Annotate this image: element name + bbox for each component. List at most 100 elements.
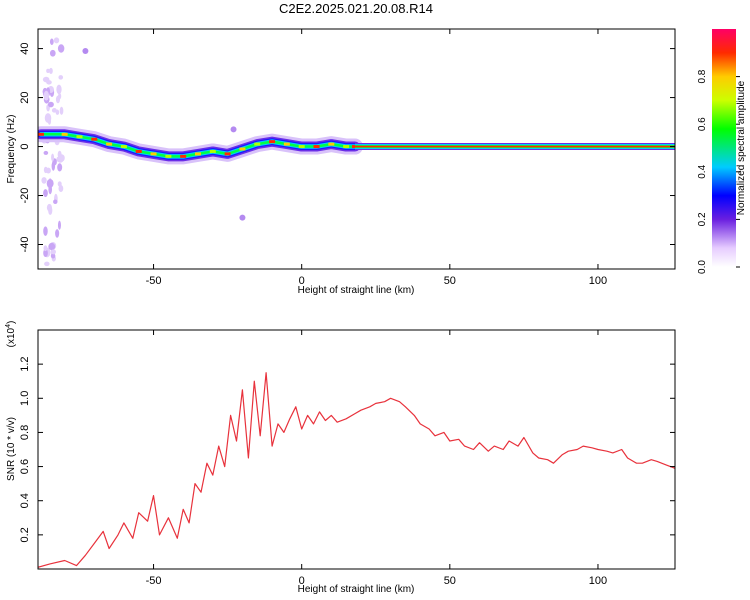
spectrogram-hotspot (180, 154, 187, 158)
chart-title: C2E2.2025.021.20.08.R14 (279, 1, 433, 16)
spectrogram-noise (47, 101, 54, 108)
spectrogram-hotspot (209, 149, 216, 153)
spectrogram-x-label: Height of straight line (km) (298, 285, 415, 296)
spectrogram-hotspot (239, 147, 246, 151)
colorbar: 0.0 0.2 0.4 0.6 0.8 Normalized spectral ampl… (697, 29, 747, 274)
snr-y-tick-label: 1.0 (19, 391, 31, 406)
spectrogram-noise (49, 49, 56, 57)
spectrogram-noise (42, 76, 50, 83)
snr-x-tick-label: 50 (444, 575, 456, 587)
snr-series-line (38, 372, 675, 568)
snr-panel: -50 0 50 100 0.2 0.4 0.6 0.8 1.0 1.2 Height of st… (5, 321, 676, 595)
spectrogram-hotspot (254, 142, 261, 146)
spectrogram-noise (59, 106, 64, 115)
spectrogram-noise (55, 95, 61, 104)
spectrogram-y-tick-label: 20 (19, 91, 31, 103)
colorbar-tick-label: 0.4 (697, 164, 708, 178)
spectrogram-y-tick-label: -40 (19, 237, 31, 253)
spectrogram-noise (57, 163, 63, 172)
spectrogram-noise (49, 67, 53, 74)
snr-x-label: Height of straight line (km) (298, 584, 415, 595)
colorbar-gradient (712, 29, 736, 267)
spectrogram-y-tick-label: -20 (19, 188, 31, 204)
spectrogram-hotspot (298, 145, 305, 149)
spectrogram-noise (43, 245, 48, 252)
spectrogram-noise (51, 249, 56, 255)
colorbar-tick-label: 0.0 (697, 260, 708, 274)
spectrogram-noise (47, 117, 52, 125)
spectrogram-noise (57, 156, 64, 163)
spectrogram-noise (57, 220, 61, 230)
spectrogram-noise (57, 181, 62, 187)
spectrogram-hotspot (91, 137, 98, 141)
snr-y-label: SNR (10 * v/v) (6, 417, 17, 481)
spectrogram-hotspot (135, 149, 142, 153)
spectrogram-hotspot (313, 145, 320, 149)
spectrogram-noise (43, 248, 48, 258)
spectrogram-noise (48, 242, 56, 251)
spectrogram-noise (43, 90, 49, 101)
spectrogram-noise (43, 189, 48, 198)
spectrogram-noise (50, 253, 56, 259)
spectrogram-marks (38, 37, 675, 267)
snr-x-tick-label: -50 (146, 575, 162, 587)
spectrogram-noise (55, 229, 60, 238)
spectrogram-y-label: Frequency (Hz) (6, 115, 17, 184)
snr-y-tick-label: 0.8 (19, 425, 31, 440)
snr-y-tick-label: 0.4 (19, 493, 31, 508)
spectrogram-noise (51, 153, 55, 162)
spectrogram-y-tick-label: 0 (19, 143, 31, 149)
spectrogram-noise (56, 84, 62, 95)
spectrogram-axes: -50 0 50 100 -40 -20 0 20 40 (19, 29, 675, 287)
spectrogram-x-tick-label: 0 (299, 275, 305, 287)
spectrogram-hotspot (224, 152, 231, 156)
colorbar-ticks: 0.0 0.2 0.4 0.6 0.8 (697, 69, 740, 274)
spectrogram-hotspot (106, 142, 113, 146)
spectrogram-noise (43, 150, 49, 155)
snr-y-tick-label: 1.2 (19, 356, 31, 371)
spectrogram-hotspot (269, 140, 276, 144)
snr-axes: -50 0 50 100 0.2 0.4 0.6 0.8 1.0 1.2 (19, 330, 675, 587)
spectrogram-blob (82, 48, 89, 55)
colorbar-label: Normalized spectral amplitude (736, 80, 747, 215)
spectrogram-panel: -50 0 50 100 -40 -20 0 20 40 Height of straight … (6, 28, 676, 296)
colorbar-tick-label: 0.2 (697, 212, 708, 226)
spectrogram-noise (43, 226, 48, 236)
spectrogram-noise (49, 38, 54, 46)
snr-x-tick-label: 100 (589, 575, 607, 587)
spectrogram-noise (46, 203, 52, 212)
spectrogram-noise (51, 108, 57, 113)
spectrogram-noise (46, 68, 50, 73)
spectrogram-hotspot (343, 145, 350, 149)
snr-frame (37, 329, 676, 570)
snr-x-tick-label: 0 (299, 575, 305, 587)
spectrogram-ridge (39, 133, 357, 158)
spectrogram-hotspot (38, 132, 44, 136)
snr-y-multiplier: (x104) (5, 321, 17, 348)
spectrogram-noise (53, 199, 58, 204)
spectrogram-blob (230, 126, 237, 133)
colorbar-tick-label: 0.6 (697, 117, 708, 131)
spectrogram-hotspot (194, 152, 201, 156)
spectrogram-noise (51, 161, 56, 171)
spectrogram-hotspot (328, 142, 335, 146)
spectrogram-frame (37, 28, 676, 270)
spectrogram-noise (43, 166, 48, 174)
spectrogram-hotspot (76, 135, 83, 139)
spectrogram-x-tick-label: -50 (146, 275, 162, 287)
spectrogram-noise (57, 44, 65, 53)
snr-y-tick-label: 0.2 (19, 527, 31, 542)
spectrogram-noise (58, 75, 64, 80)
spectrogram-hotspot (61, 132, 68, 136)
spectrogram-noise (46, 178, 54, 188)
spectrogram-x-tick-label: 50 (444, 275, 456, 287)
spectrogram-hotspot (120, 145, 127, 149)
spectrogram-noise (53, 37, 60, 44)
spectrogram-noise (41, 177, 47, 184)
spectrogram-hotspot (165, 154, 172, 158)
spectrogram-hotspot (150, 152, 157, 156)
spectrogram-blob (239, 214, 246, 221)
spectrogram-noise (58, 185, 64, 192)
